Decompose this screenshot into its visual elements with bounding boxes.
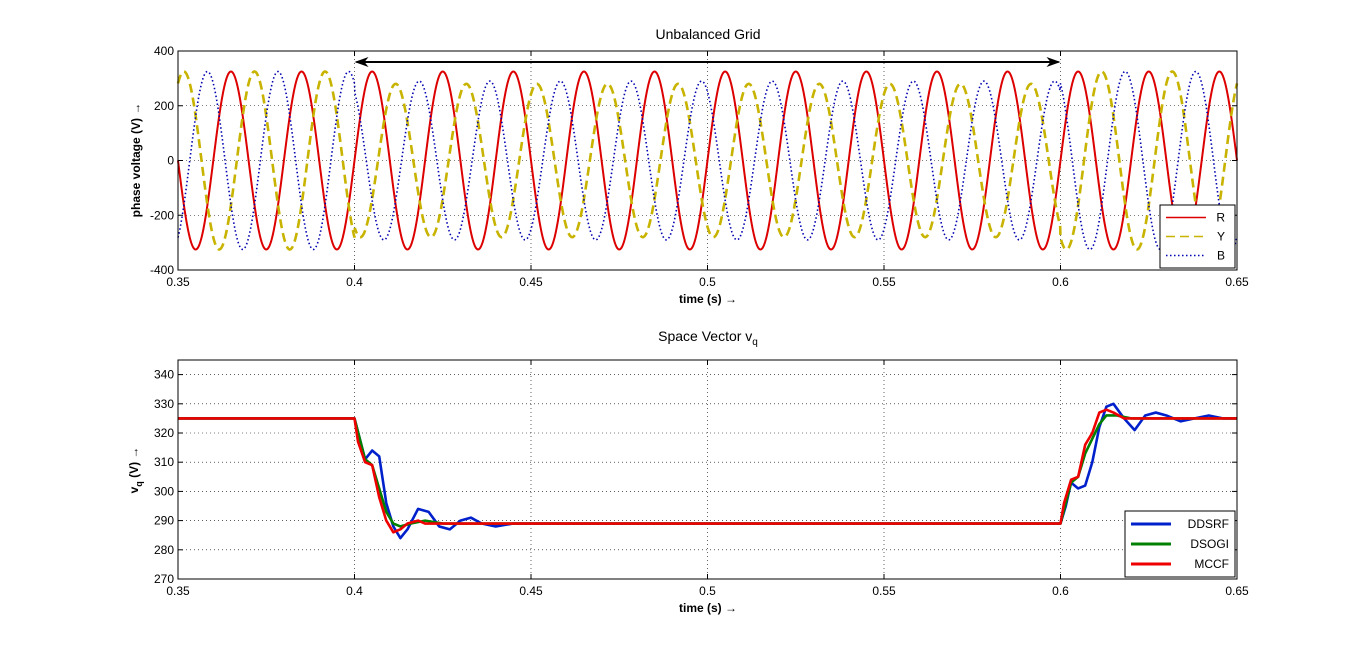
x-tick-label: 0.4: [346, 275, 363, 289]
y-tick-label: 320: [154, 426, 174, 440]
x-axis-label: time (s) →: [679, 292, 737, 306]
x-tick-label: 0.5: [699, 584, 716, 598]
x-tick-label: 0.55: [872, 584, 896, 598]
chart-title: Unbalanced Grid: [655, 26, 760, 42]
tick-group: 0.35 0.4 0.45 0.5 0.55 0.6 0.65 270 280 290 300 310…: [154, 360, 1249, 598]
series-group: [176, 70, 1239, 251]
chart-unbalanced-grid: Unbalanced Grid 0.35 0.4 0.45 0.5 0.55 0.6 0.6…: [129, 26, 1249, 306]
grid: [178, 360, 1237, 579]
y-tick-label: 290: [154, 514, 174, 528]
x-axis-label: time (s) →: [679, 601, 737, 615]
x-tick-label: 0.5: [699, 275, 716, 289]
y-tick-label: 200: [154, 99, 174, 113]
x-tick-label: 0.45: [519, 275, 543, 289]
annotation-group: [354, 51, 1061, 67]
y-axis-label-main: v: [127, 486, 141, 493]
y-tick-label: 300: [154, 484, 174, 498]
y-tick-label: 270: [154, 572, 174, 586]
annotation-arrow-head-right: [1046, 56, 1061, 67]
chart-title: Space Vector vq: [658, 328, 758, 348]
y-tick-label: 340: [154, 368, 174, 382]
x-tick-label: 0.6: [1052, 584, 1069, 598]
x-tick-label: 0.35: [166, 275, 190, 289]
y-tick-label: 400: [154, 44, 174, 58]
x-tick-label: 0.65: [1225, 584, 1249, 598]
y-tick-label: 280: [154, 543, 174, 557]
y-axis-label-subscript: q: [134, 481, 144, 487]
legend: RYB: [1159, 204, 1236, 269]
x-tick-label: 0.45: [519, 584, 543, 598]
legend-label-ddsrf: DDSRF: [1188, 517, 1229, 531]
tick-group: 0.35 0.4 0.45 0.5 0.55 0.6 0.65 -400 -200 0 200 400: [150, 44, 1249, 289]
legend-label-r: R: [1216, 211, 1225, 225]
series-r-line: [177, 70, 1238, 251]
x-tick-label: 0.4: [346, 584, 363, 598]
x-tick-label: 0.55: [872, 275, 896, 289]
annotation-arrow-head-left: [354, 56, 369, 67]
y-tick-label: -400: [150, 263, 174, 277]
series-group: [178, 402, 1237, 540]
y-tick-label: 330: [154, 397, 174, 411]
series-y-line: [176, 70, 1239, 251]
series-mccf-line: [178, 408, 1237, 534]
legend-label-y: Y: [1217, 230, 1225, 244]
chart-space-vector-vq: Space Vector vq 0.35 0.4 0.45 0.5 0.55 0.6 0.6…: [127, 328, 1249, 615]
y-tick-label: 0: [167, 154, 174, 168]
chart-title-main: Space Vector v: [658, 328, 752, 344]
y-tick-label: 310: [154, 455, 174, 469]
legend: DDSRF DSOGI MCCF: [1124, 510, 1236, 578]
y-axis-label: phase voltage (V) →: [129, 103, 143, 218]
y-axis-label: vq (V) →: [127, 447, 144, 494]
chart-title-subscript: q: [752, 337, 758, 348]
x-tick-label: 0.65: [1225, 275, 1249, 289]
legend-label-b: B: [1217, 249, 1225, 263]
x-tick-label: 0.35: [166, 584, 190, 598]
x-tick-label: 0.6: [1052, 275, 1069, 289]
legend-label-dsogi: DSOGI: [1190, 537, 1229, 551]
y-tick-label: -200: [150, 208, 174, 222]
series-b-line: [177, 70, 1238, 251]
y-axis-label-suffix: (V) →: [127, 447, 141, 482]
legend-label-mccf: MCCF: [1194, 557, 1229, 571]
